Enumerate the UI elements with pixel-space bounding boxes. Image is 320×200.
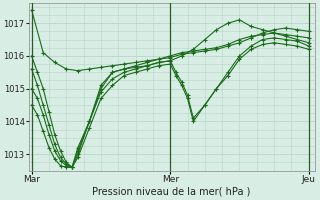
X-axis label: Pression niveau de la mer( hPa ): Pression niveau de la mer( hPa ) [92,187,251,197]
